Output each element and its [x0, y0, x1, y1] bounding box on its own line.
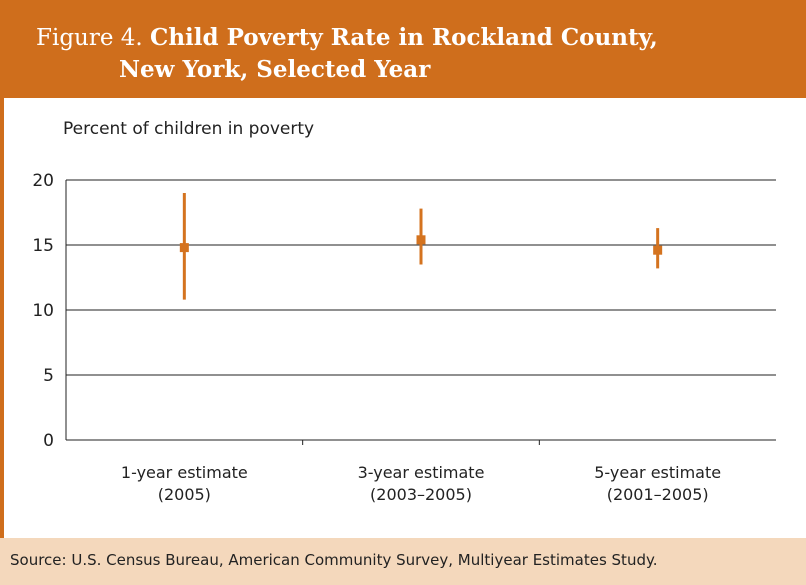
figure-title-line-1: Child Poverty Rate in Rockland County, — [150, 24, 658, 51]
y-tick-label: 0 — [43, 431, 54, 451]
x-category-label: 3-year estimate — [358, 463, 485, 482]
x-category-label: 5-year estimate — [594, 463, 721, 482]
point-marker — [416, 235, 426, 245]
y-tick-label: 15 — [32, 236, 54, 256]
x-category-label: 1-year estimate — [121, 463, 248, 482]
point-marker — [179, 243, 189, 253]
source-footer: Source: U.S. Census Bureau, American Com… — [0, 538, 806, 585]
error-bar-chart: 0 5 10 15 20 1-year estimate (2005) 3-year esti… — [32, 171, 776, 504]
figure-label: Figure 4. — [36, 25, 143, 51]
x-category-label: (2005) — [158, 485, 211, 504]
figure-title-line-2: New York, Selected Year — [119, 56, 431, 83]
x-category-label: (2001–2005) — [607, 485, 709, 504]
y-tick-label: 5 — [43, 366, 54, 386]
y-tick-label: 20 — [32, 171, 54, 191]
figure-header: Figure 4. Child Poverty Rate in Rockland… — [0, 0, 806, 98]
y-axis-label: Percent of children in poverty — [63, 119, 315, 139]
y-tick-label: 10 — [32, 301, 54, 321]
source-note: Source: U.S. Census Bureau, American Com… — [10, 551, 658, 569]
figure-title: Figure 4. Child Poverty Rate in Rockland… — [36, 22, 658, 86]
x-category-label: (2003–2005) — [370, 485, 472, 504]
left-border — [0, 98, 4, 538]
point-marker — [653, 245, 663, 255]
